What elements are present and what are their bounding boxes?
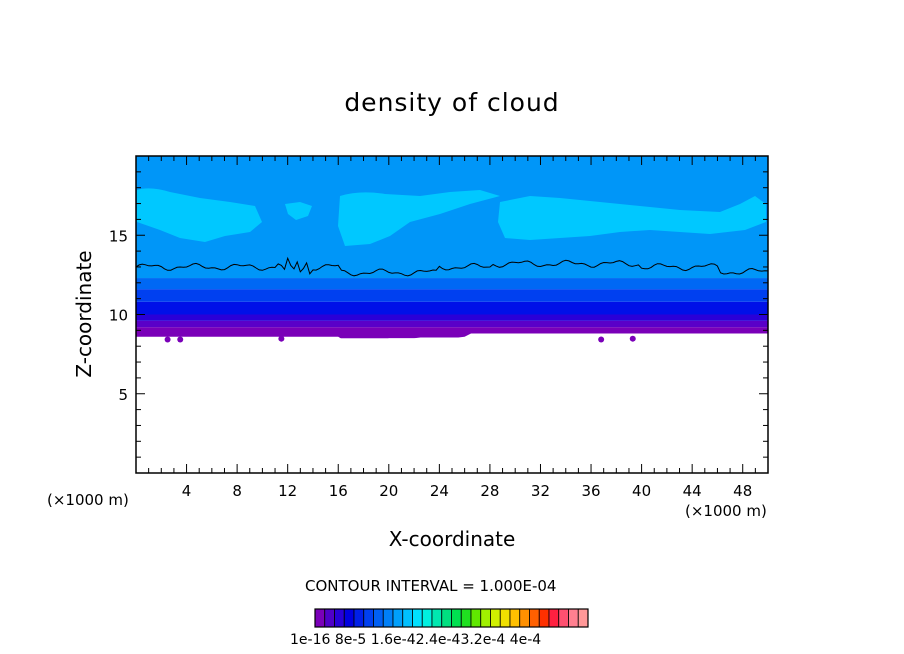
- colorbar-swatch-23: [538, 608, 550, 628]
- colorbar-swatch-27: [577, 608, 589, 628]
- colorbar-swatch-0: [314, 608, 326, 628]
- colorbar-swatch-9: [402, 608, 413, 628]
- colorbar-swatch-12: [431, 608, 443, 628]
- y-tick-label-15: 15: [109, 227, 128, 245]
- colorbar-frame: [314, 608, 589, 628]
- colorbar-swatch-6: [373, 608, 384, 628]
- cloud-base-bump-4: [629, 335, 636, 342]
- contour-band-3: [136, 301, 768, 315]
- x-axis-label: X-coordinate: [0, 527, 904, 551]
- x-tick-label-48: 48: [733, 482, 752, 500]
- contour-band-5: [136, 278, 768, 290]
- colorbar-swatch-8: [392, 608, 404, 628]
- colorbar-swatch-25: [558, 608, 569, 628]
- x-tick-label-40: 40: [632, 482, 651, 500]
- x-unit-left: (×1000 m): [47, 491, 129, 509]
- y-tick-label-5: 5: [118, 386, 128, 404]
- colorbar-swatch-18: [490, 608, 501, 628]
- contour-band-1: [136, 320, 768, 328]
- x-tick-label-8: 8: [232, 482, 242, 500]
- high-density-patch-0: [137, 188, 262, 242]
- colorbar-swatch-13: [441, 608, 452, 628]
- colorbar-swatch-7: [382, 608, 394, 628]
- colorbar-swatch-1: [324, 608, 335, 628]
- cloud-base-bump-2: [278, 335, 285, 342]
- colorbar-swatch-3: [343, 608, 355, 628]
- y-axis-label: Z-coordinate: [72, 250, 96, 378]
- colorbar-swatch-2: [334, 608, 345, 628]
- chart-title: density of cloud: [344, 88, 560, 117]
- contour-band-0: [136, 327, 768, 339]
- colorbar-swatch-17: [480, 608, 491, 628]
- x-tick-label-32: 32: [531, 482, 550, 500]
- x-tick-label-16: 16: [329, 482, 348, 500]
- x-tick-label-28: 28: [480, 482, 499, 500]
- high-density-patch-2: [498, 196, 766, 240]
- high-density-patch-1: [338, 190, 500, 246]
- cloud-base-bump-3: [598, 336, 605, 343]
- colorbar-swatch-14: [451, 608, 462, 628]
- colorbar-swatch-26: [568, 608, 579, 628]
- contour-band-4: [136, 289, 768, 302]
- colorbar-tick-labels: 1e-16 8e-5 1.6e-42.4e-43.2e-4 4e-4: [290, 632, 542, 648]
- contour-line: [135, 256, 769, 277]
- x-tick-label-12: 12: [278, 482, 297, 500]
- colorbar: [314, 608, 589, 628]
- x-tick-label-36: 36: [581, 482, 600, 500]
- contour-band-2: [136, 314, 768, 321]
- colorbar-swatch-16: [470, 608, 482, 628]
- colorbar-swatch-10: [412, 608, 423, 628]
- colorbar-swatch-24: [548, 608, 560, 628]
- plot-area: [135, 156, 769, 473]
- x-tick-label-44: 44: [683, 482, 702, 500]
- x-unit-right: (×1000 m): [685, 502, 767, 520]
- colorbar-swatch-5: [363, 608, 374, 628]
- x-tick-label-24: 24: [430, 482, 449, 500]
- colorbar-swatch-4: [353, 608, 365, 628]
- cloud-base-bump-1: [177, 336, 184, 343]
- colorbar-swatch-20: [509, 608, 521, 628]
- cloud-base-bump-0: [164, 336, 171, 343]
- below-cloud-region: [136, 333, 768, 473]
- high-density-patch-3: [285, 202, 312, 220]
- colorbar-swatch-22: [529, 608, 540, 628]
- x-axis-label-text: X-coordinate: [388, 527, 516, 551]
- y-tick-label-10: 10: [109, 307, 128, 325]
- colorbar-swatch-19: [499, 608, 511, 628]
- contour-interval-label: CONTOUR INTERVAL = 1.000E-04: [305, 577, 557, 595]
- x-tick-label-4: 4: [182, 482, 192, 500]
- colorbar-swatch-11: [421, 608, 433, 628]
- x-tick-label-20: 20: [379, 482, 398, 500]
- colorbar-swatch-21: [519, 608, 530, 628]
- colorbar-swatch-15: [460, 608, 472, 628]
